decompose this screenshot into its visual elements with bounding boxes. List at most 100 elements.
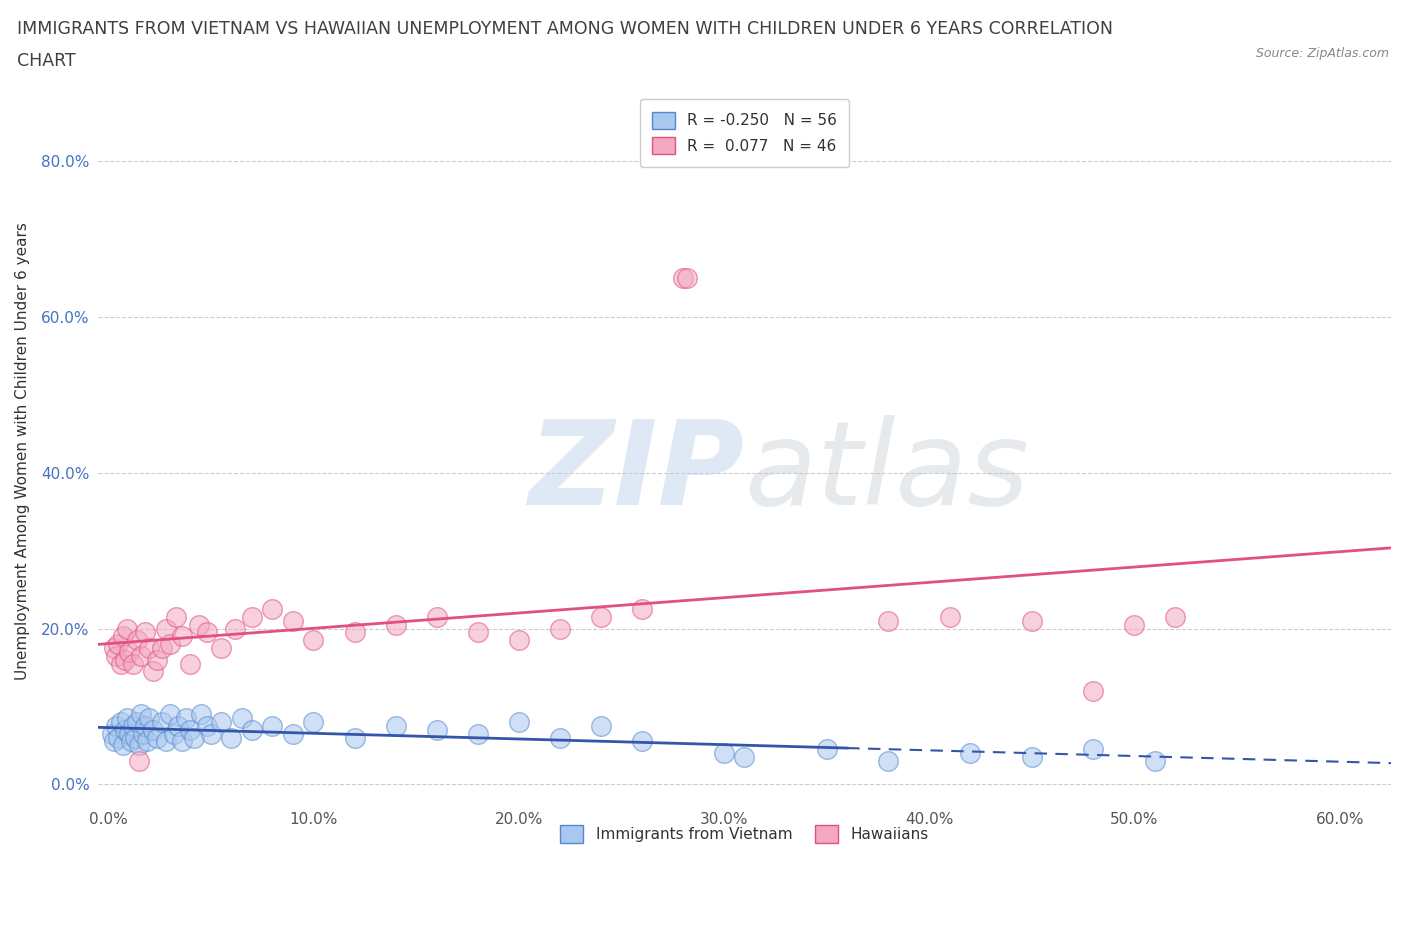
Point: [343, 625, 366, 640]
Point: [103, 641, 125, 656]
Point: [172, 629, 194, 644]
Point: [132, 726, 155, 741]
Point: [508, 632, 530, 647]
Point: [302, 632, 325, 647]
Point: [1083, 684, 1105, 698]
Point: [1083, 742, 1105, 757]
Point: [124, 730, 146, 745]
Point: [128, 753, 150, 768]
Text: Source: ZipAtlas.com: Source: ZipAtlas.com: [1256, 46, 1389, 60]
Point: [262, 602, 284, 617]
Point: [118, 644, 141, 659]
Legend: Immigrants from Vietnam, Hawaiians: Immigrants from Vietnam, Hawaiians: [554, 819, 935, 849]
Point: [877, 613, 900, 628]
Point: [224, 621, 246, 636]
Point: [114, 652, 136, 667]
Point: [240, 609, 263, 624]
Point: [179, 657, 201, 671]
Point: [110, 657, 132, 671]
Point: [1021, 613, 1043, 628]
Point: [508, 714, 530, 729]
Point: [134, 719, 156, 734]
Point: [200, 726, 222, 741]
Point: [107, 730, 129, 745]
Point: [589, 609, 612, 624]
Point: [115, 711, 138, 725]
Point: [467, 726, 489, 741]
Point: [142, 723, 165, 737]
Point: [110, 714, 132, 729]
Point: [105, 719, 128, 734]
Text: ZIP: ZIP: [529, 415, 744, 530]
Point: [155, 621, 177, 636]
Point: [101, 726, 124, 741]
Text: atlas: atlas: [744, 416, 1029, 529]
Point: [105, 648, 128, 663]
Point: [107, 637, 129, 652]
Point: [118, 726, 141, 741]
Point: [150, 714, 173, 729]
Point: [129, 707, 152, 722]
Point: [343, 730, 366, 745]
Point: [815, 742, 838, 757]
Point: [111, 738, 134, 753]
Point: [467, 625, 489, 640]
Point: [155, 734, 177, 749]
Point: [167, 719, 190, 734]
Point: [733, 750, 755, 764]
Point: [121, 657, 143, 671]
Point: [138, 641, 160, 656]
Point: [221, 730, 243, 745]
Point: [631, 734, 654, 749]
Point: [120, 734, 142, 749]
Text: CHART: CHART: [17, 52, 76, 70]
Point: [187, 618, 209, 632]
Point: [231, 711, 253, 725]
Point: [676, 271, 699, 286]
Point: [240, 723, 263, 737]
Point: [146, 652, 169, 667]
Point: [384, 618, 406, 632]
Point: [128, 738, 150, 753]
Point: [179, 723, 201, 737]
Point: [209, 714, 232, 729]
Point: [877, 753, 900, 768]
Point: [384, 719, 406, 734]
Point: [114, 723, 136, 737]
Point: [150, 641, 173, 656]
Point: [129, 648, 152, 663]
Point: [713, 746, 735, 761]
Point: [959, 746, 981, 761]
Point: [262, 719, 284, 734]
Point: [125, 714, 148, 729]
Point: [1164, 609, 1187, 624]
Y-axis label: Unemployment Among Women with Children Under 6 years: Unemployment Among Women with Children U…: [15, 222, 30, 680]
Point: [125, 632, 148, 647]
Point: [174, 711, 197, 725]
Point: [548, 621, 571, 636]
Point: [672, 271, 695, 286]
Point: [281, 613, 304, 628]
Point: [426, 723, 449, 737]
Point: [163, 726, 186, 741]
Point: [426, 609, 449, 624]
Point: [138, 711, 160, 725]
Point: [195, 625, 218, 640]
Point: [115, 621, 138, 636]
Point: [159, 707, 181, 722]
Point: [631, 602, 654, 617]
Point: [165, 609, 187, 624]
Point: [146, 730, 169, 745]
Point: [302, 714, 325, 729]
Point: [159, 637, 181, 652]
Point: [134, 625, 156, 640]
Point: [142, 664, 165, 679]
Point: [136, 734, 159, 749]
Point: [111, 629, 134, 644]
Point: [103, 734, 125, 749]
Point: [938, 609, 960, 624]
Point: [1143, 753, 1166, 768]
Point: [548, 730, 571, 745]
Point: [1123, 618, 1146, 632]
Text: IMMIGRANTS FROM VIETNAM VS HAWAIIAN UNEMPLOYMENT AMONG WOMEN WITH CHILDREN UNDER: IMMIGRANTS FROM VIETNAM VS HAWAIIAN UNEM…: [17, 20, 1114, 38]
